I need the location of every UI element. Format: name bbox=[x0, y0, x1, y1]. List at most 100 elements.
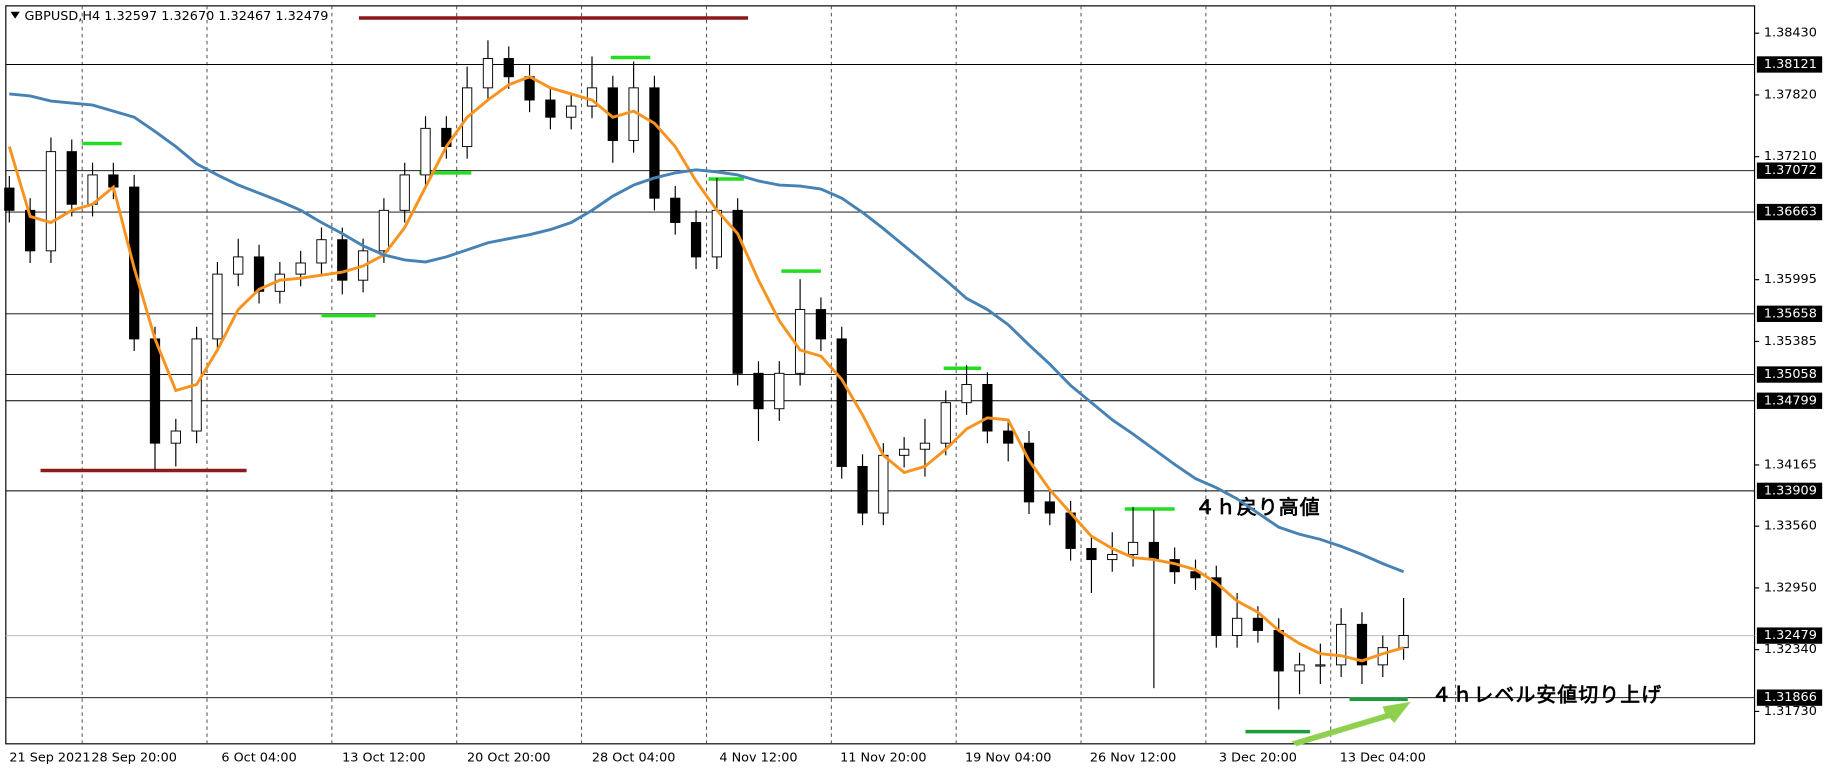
candle-body bbox=[233, 256, 244, 275]
chart-title: GBPUSD,H4 1.32597 1.32670 1.32467 1.3247… bbox=[24, 9, 328, 24]
level-label: 1.35058 bbox=[1764, 367, 1817, 382]
candle-body bbox=[1336, 623, 1347, 666]
candle-body bbox=[1190, 571, 1201, 579]
y-tick-label: 1.37820 bbox=[1764, 87, 1817, 102]
x-tick-label: 13 Oct 12:00 bbox=[342, 750, 426, 765]
candle-body bbox=[545, 99, 556, 118]
moving-average bbox=[7, 75, 1404, 663]
level-label: 1.34799 bbox=[1764, 393, 1817, 408]
candle-body bbox=[878, 454, 889, 514]
level-label: 1.33909 bbox=[1764, 483, 1817, 498]
level-label: 1.35658 bbox=[1764, 306, 1817, 321]
candle-body bbox=[1044, 501, 1055, 514]
level-label-box bbox=[1756, 392, 1823, 409]
candle-body bbox=[337, 239, 348, 281]
x-tick-label: 6 Oct 04:00 bbox=[221, 750, 296, 765]
candle-body bbox=[25, 209, 36, 252]
y-tick-label: 1.35995 bbox=[1764, 272, 1817, 287]
candle-body bbox=[1294, 664, 1305, 672]
candle-body bbox=[1273, 629, 1284, 672]
level-label-box bbox=[1756, 56, 1823, 73]
candle-body bbox=[149, 338, 161, 444]
candle-body bbox=[586, 87, 598, 107]
candle-body bbox=[316, 239, 327, 264]
candle-body bbox=[690, 222, 702, 258]
x-tick-label: 28 Sep 20:00 bbox=[91, 750, 177, 765]
candle-body bbox=[566, 105, 577, 118]
y-tick-label: 1.37210 bbox=[1764, 149, 1817, 164]
y-tick-label: 1.33560 bbox=[1764, 519, 1817, 534]
candle-body bbox=[253, 256, 265, 292]
candle-body bbox=[649, 87, 660, 199]
candle-body bbox=[1211, 577, 1222, 636]
annotation: ４ｈ戻り高値 bbox=[1195, 496, 1321, 519]
candle-body bbox=[670, 197, 681, 223]
x-tick-label: 4 Nov 12:00 bbox=[719, 750, 797, 765]
candle-body bbox=[420, 127, 431, 176]
x-tick-label: 19 Nov 04:00 bbox=[965, 750, 1051, 765]
level-label-box bbox=[1756, 305, 1823, 322]
candle-body bbox=[212, 273, 223, 340]
candle-body bbox=[1315, 664, 1326, 667]
candle-body bbox=[4, 187, 15, 211]
candle-body bbox=[1127, 541, 1139, 555]
y-tick-label: 1.34165 bbox=[1764, 457, 1817, 472]
level-label-box bbox=[1756, 482, 1823, 500]
candle-body bbox=[66, 151, 77, 205]
y-tick-label: 1.35385 bbox=[1764, 334, 1817, 349]
x-tick-label: 11 Nov 20:00 bbox=[840, 750, 926, 765]
annotation: ４ｈレベル安値切り上げ bbox=[1432, 684, 1663, 707]
x-tick-label: 20 Oct 20:00 bbox=[467, 750, 551, 765]
candle-body bbox=[815, 309, 827, 340]
current-price-label: 1.32479 bbox=[1764, 628, 1817, 643]
candle-body bbox=[170, 430, 181, 444]
level-label: 1.38121 bbox=[1764, 57, 1817, 72]
level-label-box bbox=[1756, 689, 1823, 706]
moving-average bbox=[9, 92, 1405, 574]
candle-body bbox=[857, 465, 868, 514]
candle-body bbox=[711, 209, 722, 258]
level-label-box bbox=[1756, 366, 1823, 383]
candle-body bbox=[836, 338, 847, 467]
candle-body bbox=[1252, 617, 1264, 631]
candle-body bbox=[378, 209, 390, 252]
menu-triangle[interactable] bbox=[10, 11, 20, 19]
candle-body bbox=[1231, 617, 1243, 636]
candle-body bbox=[753, 372, 764, 410]
candle-body bbox=[1107, 554, 1118, 561]
level-label: 1.36663 bbox=[1764, 205, 1817, 220]
level-label: 1.31866 bbox=[1764, 690, 1817, 705]
candle-body bbox=[1003, 430, 1014, 444]
y-tick-label: 1.31730 bbox=[1764, 704, 1817, 719]
candle-body bbox=[45, 151, 57, 252]
x-tick-label: 21 Sep 2021 bbox=[9, 750, 90, 765]
x-tick-label: 3 Dec 20:00 bbox=[1219, 750, 1297, 765]
candle-body bbox=[1356, 623, 1368, 666]
candle-body bbox=[503, 58, 514, 78]
candle-body bbox=[774, 372, 785, 410]
x-tick-label: 28 Oct 04:00 bbox=[592, 750, 676, 765]
candle-body bbox=[1148, 541, 1159, 561]
candle-body bbox=[1086, 547, 1097, 561]
candle-body bbox=[482, 58, 494, 89]
y-tick-label: 1.32340 bbox=[1764, 642, 1817, 657]
level-label-box bbox=[1756, 162, 1823, 179]
candle-body bbox=[940, 402, 951, 444]
candle-body bbox=[919, 442, 931, 450]
level-label-box bbox=[1756, 203, 1823, 221]
candle-body bbox=[295, 262, 306, 275]
current-price-label-box bbox=[1756, 627, 1823, 644]
candle-body bbox=[524, 76, 535, 101]
candle-body bbox=[899, 448, 910, 456]
candle-body bbox=[961, 383, 972, 404]
x-tick-label: 13 Dec 04:00 bbox=[1340, 750, 1426, 765]
y-tick-label: 1.32950 bbox=[1764, 580, 1817, 595]
candle-body bbox=[794, 309, 806, 374]
arrow bbox=[1291, 701, 1411, 747]
candle-body bbox=[732, 209, 743, 374]
level-label: 1.37072 bbox=[1764, 163, 1817, 178]
candle-body bbox=[982, 383, 993, 432]
candle-body bbox=[1023, 442, 1035, 503]
candle-body bbox=[399, 174, 410, 211]
